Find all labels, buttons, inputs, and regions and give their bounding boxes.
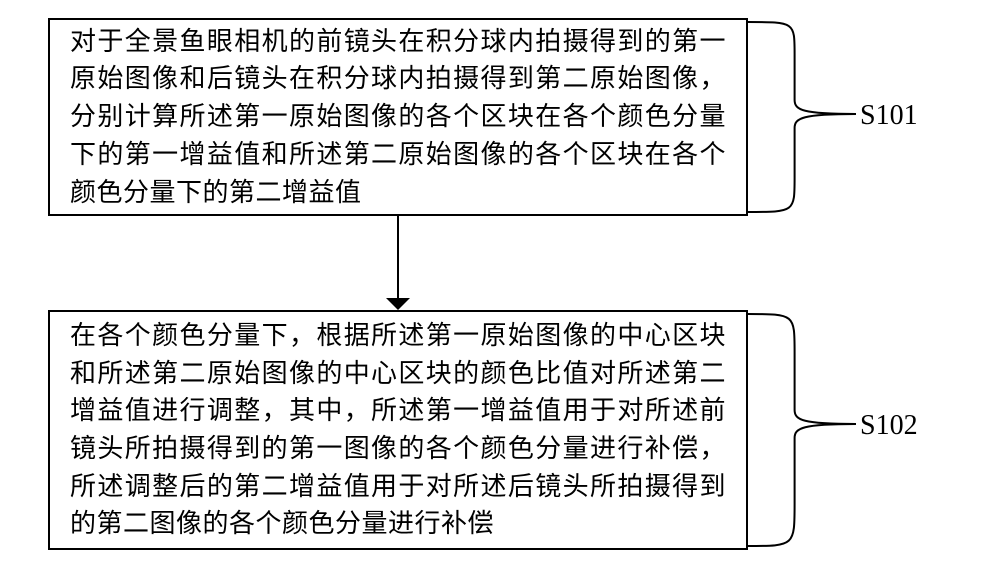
step-label-s101: S101 (860, 100, 918, 132)
step-text-s102: 在各个颜色分量下，根据所述第一原始图像的中心区块和所述第二原始图像的中心区块的颜… (70, 317, 726, 543)
step-box-s101: 对于全景鱼眼相机的前镜头在积分球内拍摄得到的第一原始图像和后镜头在积分球内拍摄得… (48, 18, 748, 216)
step-text-s101: 对于全景鱼眼相机的前镜头在积分球内拍摄得到的第一原始图像和后镜头在积分球内拍摄得… (70, 23, 726, 211)
step-label-s102: S102 (860, 410, 918, 442)
brace-s101 (746, 20, 858, 214)
brace-s102 (746, 312, 858, 548)
connector-arrow (374, 216, 422, 310)
step-box-s102: 在各个颜色分量下，根据所述第一原始图像的中心区块和所述第二原始图像的中心区块的颜… (48, 310, 748, 550)
flowchart-canvas: 对于全景鱼眼相机的前镜头在积分球内拍摄得到的第一原始图像和后镜头在积分球内拍摄得… (0, 0, 1000, 588)
